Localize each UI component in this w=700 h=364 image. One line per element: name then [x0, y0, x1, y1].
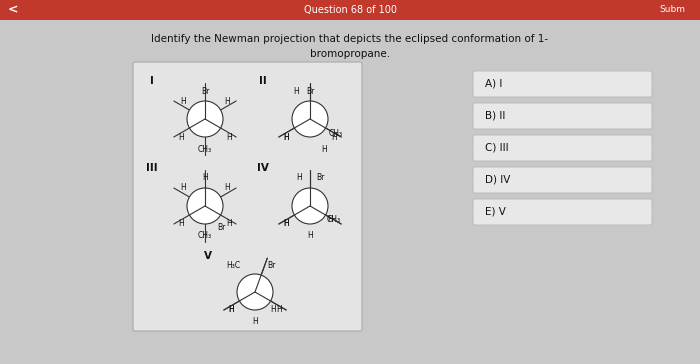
- Text: H: H: [252, 317, 258, 327]
- Text: H: H: [228, 305, 234, 314]
- Text: H: H: [224, 183, 230, 193]
- Circle shape: [187, 188, 223, 224]
- Text: H: H: [307, 232, 313, 241]
- Text: CH₃: CH₃: [198, 232, 212, 241]
- Text: H: H: [270, 305, 276, 314]
- Text: IV: IV: [257, 163, 269, 173]
- Text: CH₃: CH₃: [198, 145, 212, 154]
- Text: D) IV: D) IV: [485, 175, 510, 185]
- FancyBboxPatch shape: [133, 62, 362, 331]
- Text: Identify the Newman projection that depicts the eclipsed conformation of 1-: Identify the Newman projection that depi…: [151, 34, 549, 44]
- Text: CH₃: CH₃: [327, 215, 341, 225]
- Text: V: V: [204, 251, 212, 261]
- Text: bromopropane.: bromopropane.: [310, 49, 390, 59]
- Text: H: H: [331, 132, 337, 142]
- Text: III: III: [146, 163, 158, 173]
- FancyBboxPatch shape: [473, 167, 652, 193]
- Text: H: H: [202, 174, 208, 182]
- Text: <: <: [8, 4, 18, 16]
- Text: H: H: [178, 219, 184, 229]
- Text: H₃C: H₃C: [226, 261, 240, 270]
- Text: Br: Br: [316, 174, 324, 182]
- Text: Br: Br: [267, 261, 275, 270]
- Text: H: H: [293, 87, 299, 95]
- Text: H: H: [327, 215, 333, 225]
- Circle shape: [237, 274, 273, 310]
- Text: I: I: [150, 76, 154, 86]
- Text: H: H: [283, 219, 289, 229]
- Text: E) V: E) V: [485, 207, 506, 217]
- Bar: [0, 0, 700, 20]
- Circle shape: [292, 188, 328, 224]
- FancyBboxPatch shape: [473, 71, 652, 97]
- Text: H: H: [228, 305, 234, 314]
- Text: Subm: Subm: [659, 5, 685, 15]
- Text: H: H: [283, 219, 289, 229]
- Text: H: H: [283, 132, 289, 142]
- FancyBboxPatch shape: [473, 199, 652, 225]
- Text: Question 68 of 100: Question 68 of 100: [304, 5, 396, 15]
- FancyBboxPatch shape: [473, 103, 652, 129]
- Text: H: H: [283, 132, 289, 142]
- Text: H: H: [178, 132, 184, 142]
- Text: H: H: [226, 219, 232, 229]
- Text: H: H: [321, 145, 327, 154]
- Text: CH₃: CH₃: [329, 128, 343, 138]
- Text: Br: Br: [306, 87, 314, 95]
- Text: H: H: [180, 96, 186, 106]
- Text: A) I: A) I: [485, 79, 503, 89]
- FancyBboxPatch shape: [473, 135, 652, 161]
- Circle shape: [292, 101, 328, 137]
- Circle shape: [187, 101, 223, 137]
- Text: II: II: [259, 76, 267, 86]
- Text: H: H: [296, 174, 302, 182]
- Text: C) III: C) III: [485, 143, 509, 153]
- Text: H: H: [224, 96, 230, 106]
- Text: Br: Br: [201, 87, 209, 95]
- Text: Br: Br: [217, 223, 225, 233]
- Text: H: H: [180, 183, 186, 193]
- Text: H: H: [226, 132, 232, 142]
- Text: B) II: B) II: [485, 111, 505, 121]
- Text: H: H: [276, 305, 282, 314]
